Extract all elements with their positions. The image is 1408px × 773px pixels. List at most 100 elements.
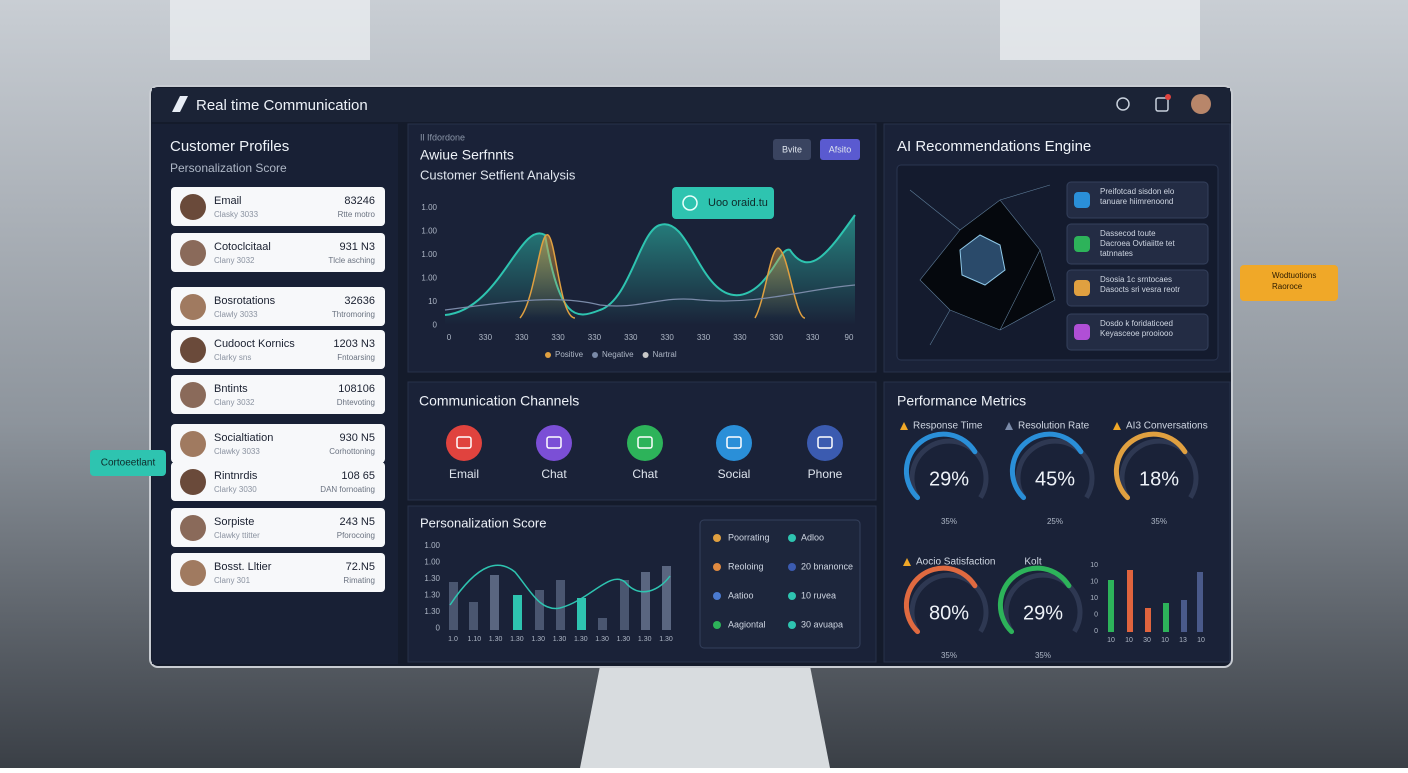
gauge-track xyxy=(1015,438,1095,499)
recommendation-text: Dassecod toute xyxy=(1100,229,1156,238)
recommendation-text: tanuare hiimrenoond xyxy=(1100,197,1173,206)
channel-icon[interactable] xyxy=(807,425,843,461)
tooltip-text: Uoo oraid.tu xyxy=(708,197,768,209)
profile-note: DAN fornoating xyxy=(320,485,375,494)
y-label: 10 xyxy=(428,297,437,306)
profile-value: 83246 xyxy=(344,195,375,207)
gauge-value: 45% xyxy=(1035,468,1075,490)
y-label: 10 xyxy=(1090,578,1098,585)
profile-detail: Clasky 3033 xyxy=(214,210,259,219)
profile-note: Tlcle asching xyxy=(328,256,375,265)
profile-detail: Clawky ttitter xyxy=(214,531,260,540)
recommendation-card[interactable] xyxy=(1066,223,1209,265)
x-label: 1.30 xyxy=(553,636,567,643)
profile-avatar xyxy=(180,194,206,220)
channel-glyph xyxy=(637,436,653,449)
channels-title: Communication Channels xyxy=(419,393,579,409)
notification-icon[interactable] xyxy=(1155,97,1169,112)
profile-card[interactable] xyxy=(171,553,385,592)
y-label: 1.00 xyxy=(421,250,437,259)
gauge-label: Kolt xyxy=(1024,557,1041,568)
channel-icon[interactable] xyxy=(627,425,663,461)
profiles-subtitle: Personalization Score xyxy=(170,161,287,175)
gauge-label: Response Time xyxy=(913,421,983,432)
profile-value: 108 65 xyxy=(341,470,375,482)
profile-detail: Clarky sns xyxy=(214,353,251,362)
profile-name: Rintnrdis xyxy=(214,470,258,482)
legend-label: 20 bnanonce xyxy=(801,561,853,571)
profile-card[interactable] xyxy=(171,330,385,369)
legend-dot xyxy=(545,352,551,358)
channel-icon[interactable] xyxy=(446,425,482,461)
channel-label: Phone xyxy=(808,467,843,481)
profile-avatar xyxy=(180,469,206,495)
channel-label: Chat xyxy=(632,467,658,481)
recommendation-card[interactable] xyxy=(1066,269,1209,307)
profile-detail: Clany 301 xyxy=(214,576,251,585)
x-label: 13 xyxy=(1179,637,1187,644)
legend-label: 10 ruvea xyxy=(801,590,836,600)
side-badge-text: Raoroce xyxy=(1272,282,1303,291)
gauge-value: 29% xyxy=(1023,602,1063,624)
legend-label: Poorrating xyxy=(728,532,770,542)
profile-value: 930 N5 xyxy=(340,432,375,444)
profile-card[interactable] xyxy=(171,287,385,326)
search-icon[interactable] xyxy=(1116,97,1130,111)
x-label: 330 xyxy=(661,333,675,342)
legend-dot xyxy=(788,534,796,542)
profile-avatar xyxy=(180,337,206,363)
warning-icon xyxy=(903,558,911,566)
y-label: 1.30 xyxy=(424,591,440,600)
profile-card[interactable] xyxy=(171,233,385,272)
x-label: 1.30 xyxy=(617,636,631,643)
profile-avatar xyxy=(180,560,206,586)
performance-panel xyxy=(883,381,1231,663)
channel-icon[interactable] xyxy=(716,425,752,461)
profile-card[interactable] xyxy=(171,187,385,226)
legend-box xyxy=(699,519,861,649)
profile-card[interactable] xyxy=(171,508,385,547)
filter-button[interactable] xyxy=(820,139,860,160)
profile-avatar xyxy=(180,382,206,408)
filter-button[interactable] xyxy=(773,139,811,160)
x-label: 1.30 xyxy=(510,636,524,643)
channel-label: Chat xyxy=(541,467,567,481)
legend-dot xyxy=(788,621,796,629)
recommendation-card[interactable] xyxy=(1066,181,1209,219)
warning-icon xyxy=(1113,422,1121,430)
recommendation-text: Keyasceoe prooiooo xyxy=(1100,329,1173,338)
x-label: 330 xyxy=(624,333,638,342)
legend-label: Nartral xyxy=(653,350,677,359)
profile-note: Rimating xyxy=(343,576,375,585)
profile-avatar xyxy=(180,240,206,266)
legend-dot xyxy=(788,592,796,600)
notification-dot xyxy=(1165,94,1171,100)
profile-value: 108106 xyxy=(338,383,375,395)
recommendation-card[interactable] xyxy=(1066,313,1209,351)
profile-card[interactable] xyxy=(171,462,385,501)
gauge-sub: 35% xyxy=(1151,517,1167,526)
legend-label: 30 avuapa xyxy=(801,619,843,629)
gauge-value: 18% xyxy=(1139,468,1179,490)
x-label: 330 xyxy=(551,333,565,342)
x-label: 10 xyxy=(1161,637,1169,644)
x-label: 10 xyxy=(1107,637,1115,644)
x-label: 1.30 xyxy=(489,636,503,643)
profile-card[interactable] xyxy=(171,375,385,414)
sentiment-baseline xyxy=(444,284,856,311)
legend-label: Aatioo xyxy=(728,590,754,600)
legend-label: Adloo xyxy=(801,532,824,542)
x-label: 30 xyxy=(1143,637,1151,644)
recommendations-title: AI Recommendations Engine xyxy=(897,138,1091,155)
side-badge xyxy=(1240,265,1338,301)
user-avatar[interactable] xyxy=(1191,94,1211,114)
recommendation-text: Dsosia 1c srntocaes xyxy=(1100,275,1172,284)
filter-button-label: Afsito xyxy=(829,144,852,154)
profile-note: Thtromoring xyxy=(332,310,375,319)
x-label: 330 xyxy=(588,333,602,342)
y-label: 10 xyxy=(1090,562,1098,569)
gauge-track xyxy=(1119,438,1199,499)
channel-icon[interactable] xyxy=(536,425,572,461)
profile-card[interactable] xyxy=(171,424,385,463)
ceiling-light xyxy=(1000,0,1200,60)
